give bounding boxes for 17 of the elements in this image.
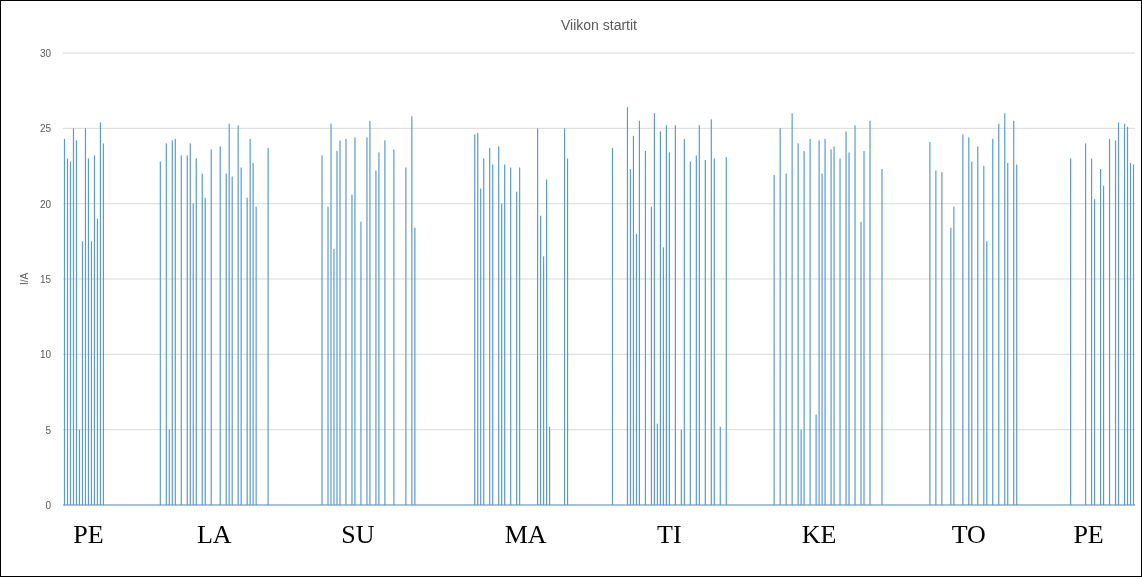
x-tick-label: PE xyxy=(73,520,104,549)
y-tick-label: 15 xyxy=(39,274,52,285)
x-tick-label: SU xyxy=(341,520,375,549)
y-tick-label: 5 xyxy=(45,424,52,436)
y-axis-title: I/A xyxy=(19,272,30,286)
y-tick-label: 20 xyxy=(39,198,52,210)
x-tick-label: LA xyxy=(196,520,232,549)
y-tick-label: 0 xyxy=(45,500,52,511)
chart-title: Viikon startit xyxy=(561,17,638,33)
x-tick-label: PE xyxy=(1073,520,1104,549)
x-tick-label: KE xyxy=(801,520,837,549)
y-tick-label: 30 xyxy=(39,48,52,59)
x-tick-label: TO xyxy=(951,520,986,549)
x-tick-label: TI xyxy=(657,520,682,549)
x-tick-label: MA xyxy=(504,520,547,549)
y-tick-label: 25 xyxy=(39,123,52,135)
y-tick-label: 10 xyxy=(39,349,52,361)
